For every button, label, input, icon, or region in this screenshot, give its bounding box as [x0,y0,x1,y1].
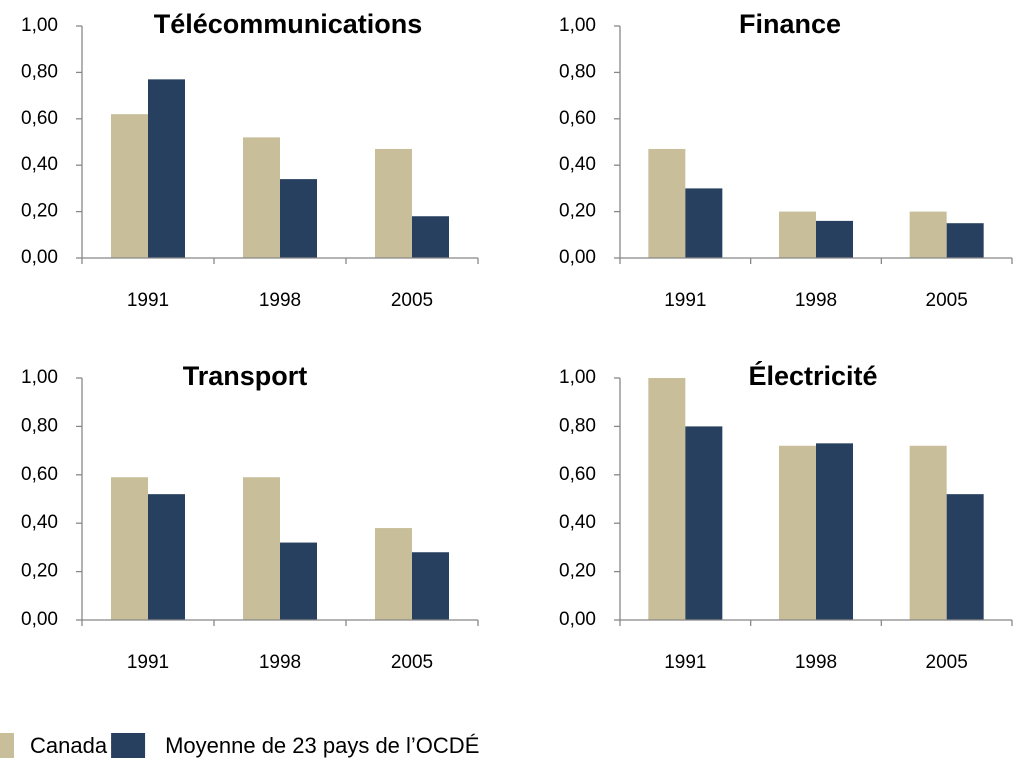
bar [111,477,148,620]
x-tick-label: 2005 [926,290,968,311]
y-tick-label: 0,80 [559,415,596,436]
bar [375,148,412,258]
x-tick-label: 1991 [664,290,706,311]
x-tick-label: 1998 [259,652,301,673]
bar [412,216,449,258]
y-tick-label: 0,20 [559,561,596,582]
chart-title: Télécommunications [154,9,423,39]
bar [280,179,317,258]
y-tick-label: 0,00 [559,247,596,268]
x-tick-label: 2005 [926,652,968,673]
bar [685,188,723,258]
x-tick-label: 2005 [391,652,433,673]
y-tick-label: 0,20 [21,561,58,582]
bar [779,445,816,620]
y-tick-label: 0,00 [559,609,596,630]
chart-title: Finance [739,9,841,39]
y-tick-label: 0,20 [21,201,58,222]
x-tick-label: 1998 [795,290,837,311]
bar [148,494,185,620]
bar [946,494,984,620]
bar [243,137,280,258]
y-tick-label: 0,80 [559,61,596,82]
y-tick-label: 0,60 [21,108,58,129]
bar [148,79,185,258]
bar [375,528,412,620]
y-tick-label: 1,00 [21,15,58,36]
x-tick-label: 1991 [127,290,169,311]
bar [648,378,686,620]
legend-swatch [111,733,146,758]
y-tick-label: 1,00 [21,367,58,388]
bar [946,223,984,258]
x-tick-label: 1998 [795,652,837,673]
x-tick-label: 1998 [259,290,301,311]
legend-label: Canada [30,733,108,758]
y-tick-label: 0,00 [21,609,58,630]
bar [685,426,723,620]
y-tick-label: 1,00 [559,15,596,36]
bar [243,477,280,620]
y-tick-label: 0,40 [559,512,596,533]
y-tick-label: 0,60 [559,464,596,485]
legend-swatch [0,733,14,758]
y-tick-label: 0,60 [559,108,596,129]
bar [816,220,853,258]
bar [412,552,449,620]
chart-title: Électricité [748,360,877,391]
y-tick-label: 1,00 [559,367,596,388]
bar [909,445,947,620]
y-tick-label: 0,40 [21,154,58,175]
y-tick-label: 0,20 [559,201,596,222]
legend-label: Moyenne de 23 pays de l’OCDÉ [165,733,479,758]
x-tick-label: 2005 [391,290,433,311]
y-tick-label: 0,60 [21,464,58,485]
chart-title: Transport [183,361,308,391]
bar [111,114,148,258]
y-tick-label: 0,40 [559,154,596,175]
bar [280,542,317,620]
y-tick-label: 0,80 [21,415,58,436]
y-tick-label: 0,40 [21,512,58,533]
x-tick-label: 1991 [664,652,706,673]
x-tick-label: 1991 [127,652,169,673]
bar [779,211,816,258]
bar [909,211,947,258]
bar [816,443,853,620]
bar [648,148,686,258]
y-tick-label: 0,00 [21,247,58,268]
y-tick-label: 0,80 [21,61,58,82]
